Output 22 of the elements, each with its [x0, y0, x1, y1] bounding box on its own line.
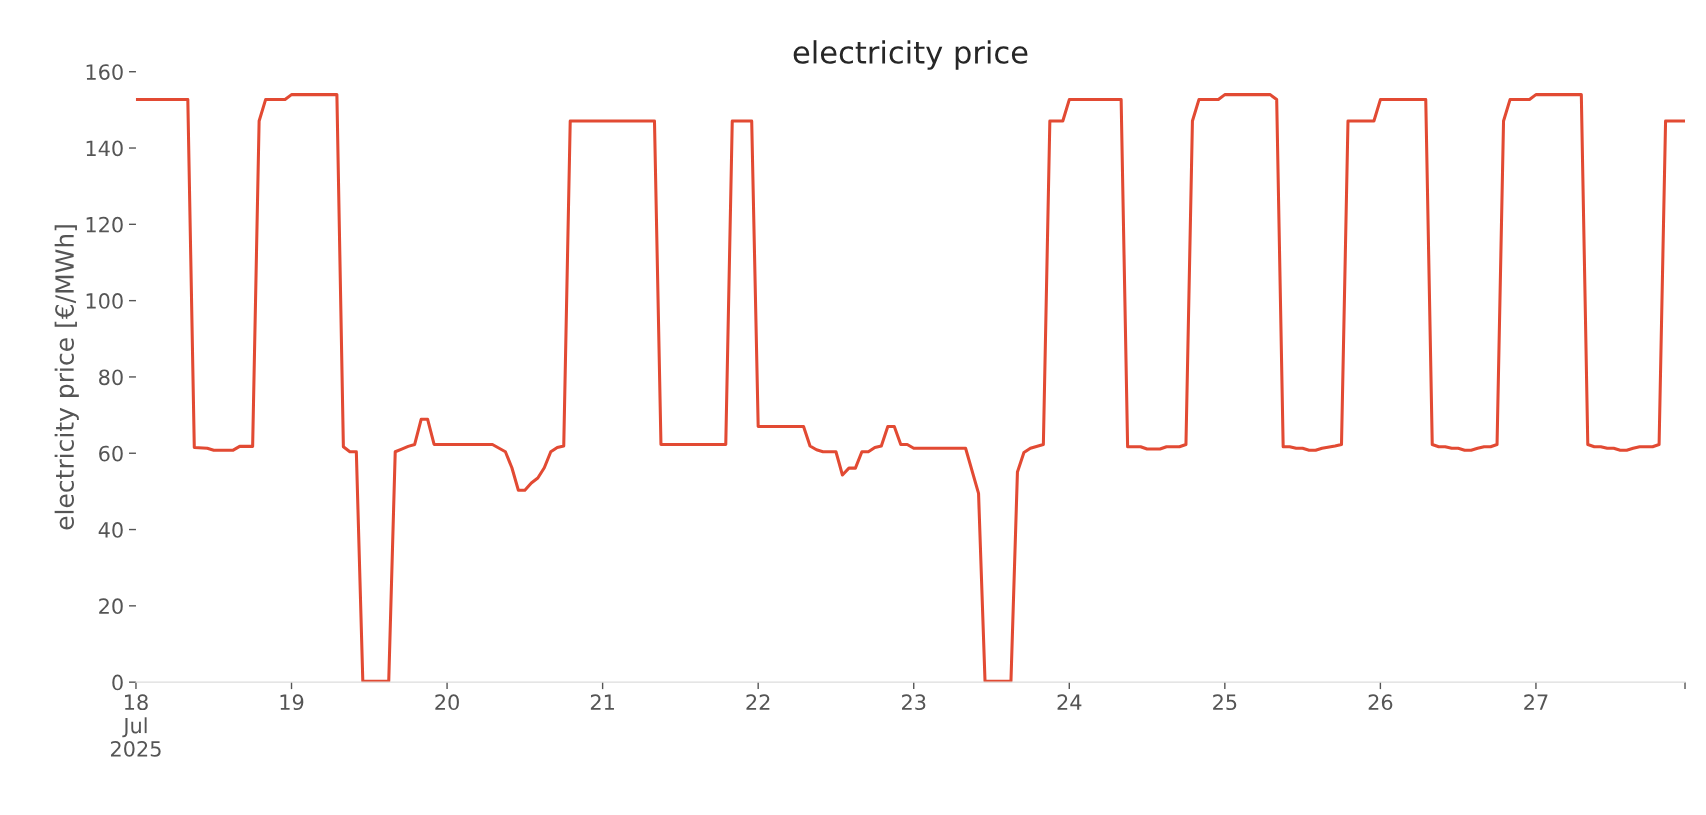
x-tick-label: 27 [1524, 694, 1548, 710]
chart-title: electricity price [793, 40, 1028, 70]
x-tick-label: 22 [746, 694, 770, 710]
y-tick-label: 80 [99, 369, 123, 386]
x-tick-label: 21 [590, 694, 614, 710]
x-tick-label: 20 [435, 694, 459, 711]
y-axis-title: electricity price [€/MWh] [54, 225, 79, 530]
y-tick-label: 160 [86, 64, 123, 80]
x-tick-label: 19 [280, 694, 304, 711]
line-series [135, 93, 1686, 683]
x-tick-label: 26 [1368, 694, 1393, 711]
y-tick-label: 140 [86, 140, 123, 157]
y-tick-label: 100 [86, 293, 123, 309]
x-tick-label: 23 [902, 694, 926, 711]
y-tick-label: 60 [99, 445, 123, 462]
y-tick-label: 40 [98, 522, 123, 538]
x-tick-label: 24 [1057, 694, 1082, 710]
y-tick-label: 120 [86, 216, 123, 233]
y-tick-label: 20 [99, 598, 123, 615]
x-tick-label: 18 Jul 2025 [110, 694, 161, 757]
x-tick-label: 25 [1213, 694, 1237, 711]
y-tick-label: 0 [112, 674, 123, 691]
